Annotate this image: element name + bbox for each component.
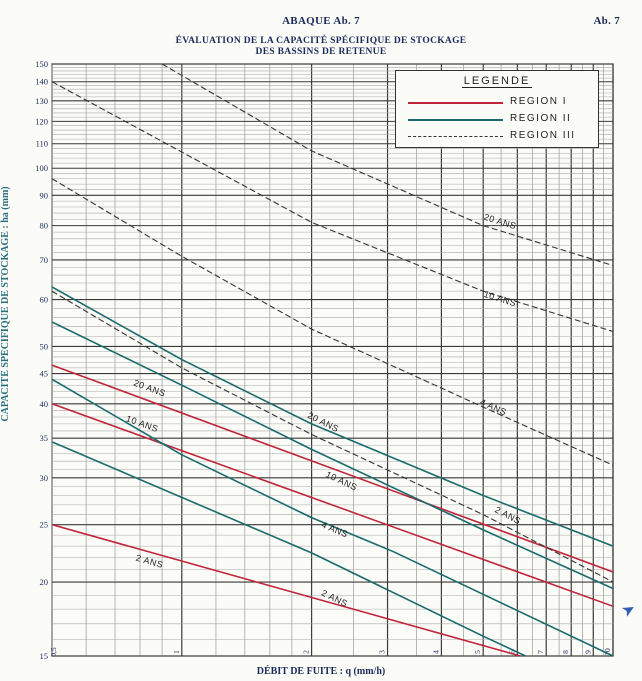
- legend-item-region-2: REGION II: [396, 112, 598, 128]
- y-tick-label: 90: [40, 190, 49, 200]
- legend-label-region-1: REGION I: [510, 96, 568, 107]
- series-line: [52, 378, 613, 656]
- y-tick-label: 45: [40, 369, 49, 379]
- y-tick-label: 100: [35, 163, 48, 173]
- y-tick-label: 120: [35, 116, 48, 126]
- x-tick-label: 10: [603, 648, 612, 656]
- x-tick-label: 7: [536, 650, 545, 654]
- x-tick-label: 3: [378, 650, 387, 654]
- legend-swatch-region-2: [408, 119, 503, 121]
- y-tick-label: 60: [40, 295, 49, 305]
- legend: LEGENDE REGION I REGION II REGION III: [395, 70, 599, 148]
- x-tick-label: 4: [431, 650, 440, 654]
- series-line: [52, 286, 613, 547]
- legend-label-region-2: REGION II: [510, 113, 572, 124]
- y-tick-label: 15: [40, 651, 49, 661]
- series-line: [52, 523, 521, 656]
- y-tick-label: 130: [35, 96, 48, 106]
- abaque-header: ABAQUE Ab. 7: [282, 15, 360, 27]
- chart-title-line-1: ÉVALUATION DE LA CAPACITÉ SPÉCIFIQUE DE …: [175, 36, 467, 46]
- plot-frame: [51, 63, 614, 657]
- x-tick-label: 2: [302, 650, 311, 654]
- y-tick-label: 20: [40, 577, 49, 587]
- abaque-number: Ab. 7: [593, 15, 620, 27]
- series-line: [52, 403, 613, 608]
- chart-title: ÉVALUATION DE LA CAPACITÉ SPÉCIFIQUE DE …: [0, 36, 642, 58]
- series-line: [52, 178, 613, 466]
- legend-swatch-region-1: [408, 102, 503, 104]
- y-tick-label: 70: [40, 255, 49, 265]
- y-tick-label: 110: [36, 139, 48, 149]
- legend-item-region-3: REGION III: [396, 129, 598, 145]
- y-tick-label: 35: [40, 433, 49, 443]
- series-line: [52, 364, 613, 573]
- y-tick-label: 80: [40, 221, 49, 231]
- x-tick-label: 0,5: [49, 647, 58, 657]
- y-tick-label: 50: [40, 341, 49, 351]
- legend-label-region-3: REGION III: [510, 130, 576, 141]
- y-axis-label: CAPACITÉ SPÉCIFIQUE DE STOCKAGE : ha (mm…: [0, 186, 11, 422]
- series-line: [52, 290, 613, 583]
- y-tick-label: 30: [40, 473, 49, 483]
- x-tick-label: 5: [473, 650, 482, 654]
- y-tick-label: 140: [35, 77, 48, 87]
- y-tick-label: 25: [40, 520, 49, 530]
- series-line: [161, 64, 613, 267]
- series-line: [52, 81, 613, 333]
- x-tick-label: 1: [172, 650, 181, 654]
- chart-title-line-2: DES BASSINS DE RETENUE: [255, 47, 387, 57]
- y-tick-label: 150: [35, 59, 48, 69]
- legend-item-region-1: REGION I: [396, 95, 598, 111]
- x-tick-label: 9: [583, 650, 592, 654]
- x-tick-label: 8: [561, 650, 570, 654]
- x-tick-label: 6: [507, 650, 516, 654]
- y-tick-label: 40: [40, 399, 49, 409]
- legend-title: LEGENDE: [461, 75, 533, 88]
- series-line: [52, 321, 613, 590]
- x-axis-label: DÉBIT DE FUITE : q (mm/h): [256, 666, 386, 677]
- series-line: [52, 441, 528, 656]
- legend-swatch-region-3: [408, 136, 503, 137]
